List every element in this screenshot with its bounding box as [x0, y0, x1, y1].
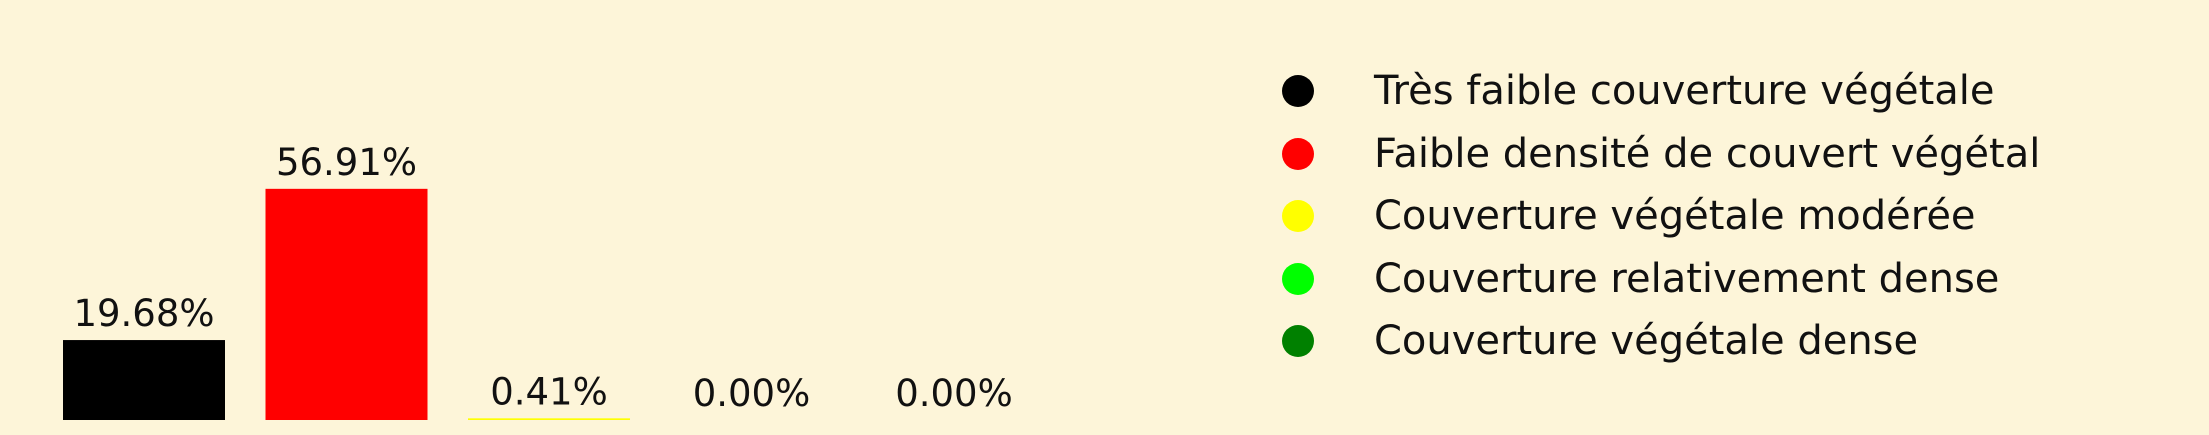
bar-value-label-3: 0.41% [490, 370, 608, 413]
legend-item-3: Couverture végétale modérée [1270, 185, 2040, 248]
legend-label-5: Couverture végétale dense [1374, 318, 1919, 365]
legend-marker-4 [1282, 262, 1314, 295]
bar-chart: 19.68% 56.91% 0.41% 0.00% 0.00% [63, 141, 1013, 420]
legend-marker-5 [1282, 325, 1314, 358]
legend-label-4: Couverture relativement dense [1374, 255, 2000, 302]
bar-3 [468, 418, 630, 420]
bar-value-label-5: 0.00% [895, 372, 1013, 415]
legend-item-5: Couverture végétale dense [1270, 310, 2040, 373]
bar-2 [265, 188, 428, 420]
legend-item-4: Couverture relativement dense [1270, 248, 2040, 311]
legend-marker-1 [1282, 75, 1314, 108]
chart-legend: Très faible couverture végétale Faible de… [1270, 60, 2040, 373]
bar-value-label-4: 0.00% [693, 372, 811, 415]
legend-item-2: Faible densité de couvert végétal [1270, 123, 2040, 186]
legend-marker-2 [1282, 137, 1314, 170]
bar-value-label-1: 19.68% [73, 292, 214, 335]
bar-1 [63, 340, 225, 420]
legend-label-2: Faible densité de couvert végétal [1374, 130, 2041, 177]
legend-label-1: Très faible couverture végétale [1374, 68, 1995, 115]
legend-item-1: Très faible couverture végétale [1270, 60, 2040, 123]
legend-marker-3 [1282, 200, 1314, 233]
legend-label-3: Couverture végétale modérée [1374, 193, 1976, 240]
bar-value-label-2: 56.91% [276, 141, 417, 184]
